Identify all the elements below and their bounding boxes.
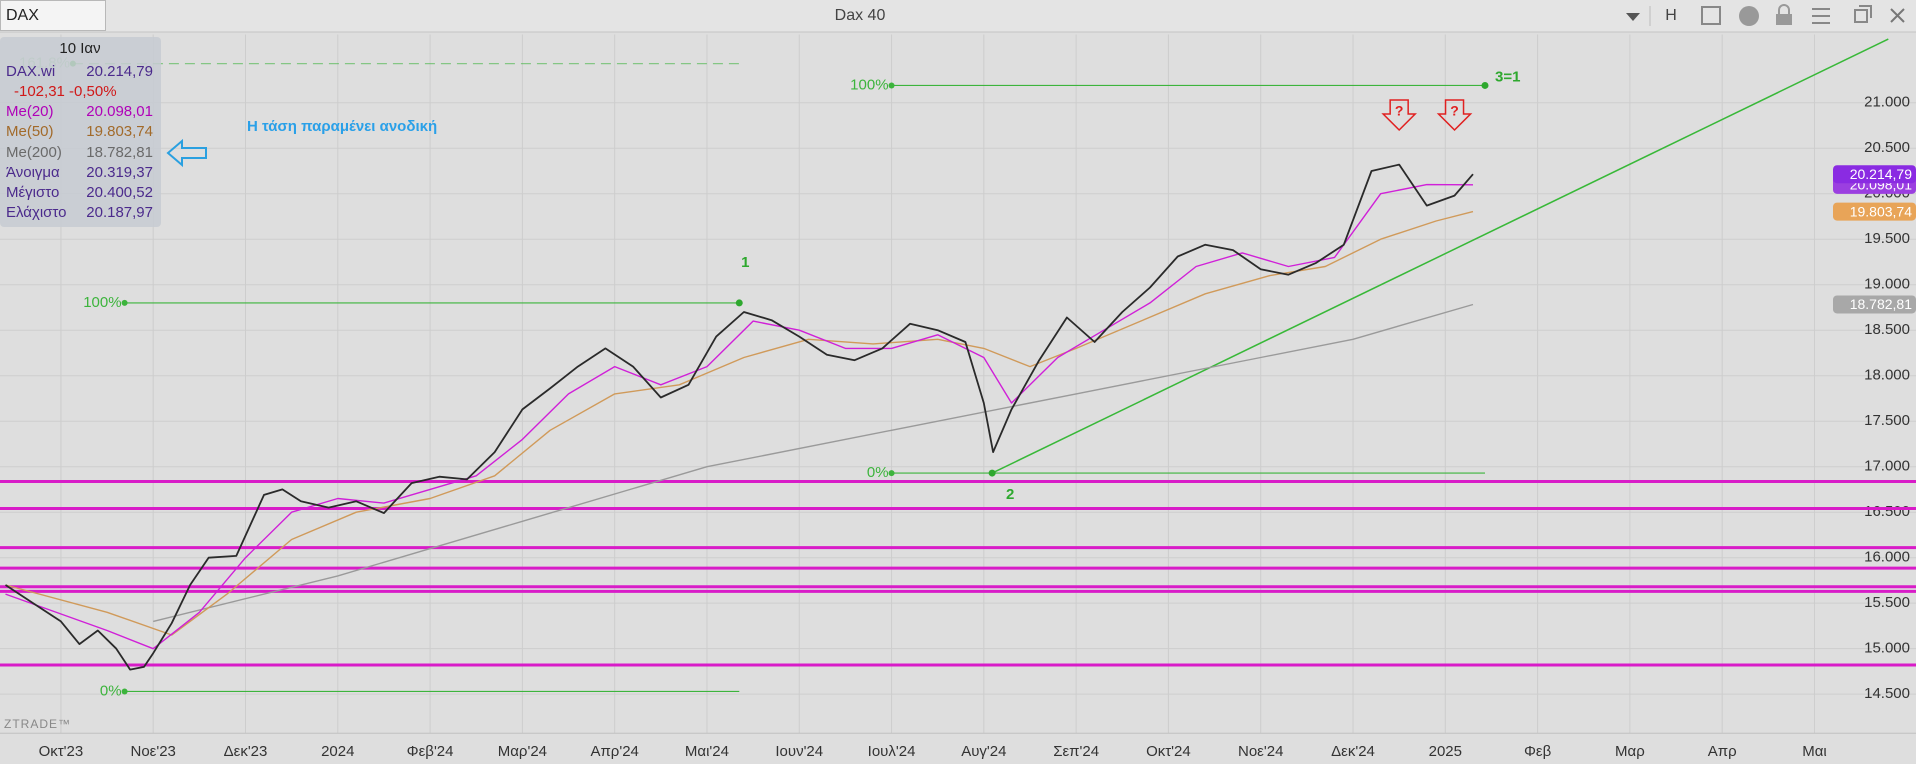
panel-value: 20.214,79 (86, 63, 153, 80)
series-line (5, 210, 1474, 636)
panel-name: Me(50) (6, 123, 54, 140)
y-tick-label: 20.500 (1864, 139, 1910, 156)
price-tag (1833, 295, 1916, 314)
y-tick-label: 17.500 (1864, 412, 1910, 429)
y-tick-label: 21.000 (1864, 94, 1910, 111)
x-tick-label: Ιουν'24 (775, 743, 823, 760)
x-tick-label: Απρ'24 (590, 743, 638, 760)
x-tick-label: Νοε'24 (1238, 743, 1283, 760)
lock-icon[interactable] (1776, 14, 1792, 25)
trendline (991, 38, 1889, 474)
symbol-input[interactable] (0, 0, 106, 31)
pivot-label: 1 (741, 254, 749, 271)
panel-value: 20.187,97 (86, 204, 153, 221)
x-tick-label: Σεπ'24 (1053, 743, 1099, 760)
symbol-text: DAX (6, 7, 39, 24)
y-tick-label: 19.500 (1864, 230, 1910, 247)
x-tick-label: Μαι (1802, 743, 1827, 760)
price-tag (1833, 202, 1916, 221)
y-tick-label: 16.500 (1864, 503, 1910, 520)
annotation-text: Η τάση παραμένει ανοδική (247, 118, 437, 135)
fib-label: 0% (100, 682, 122, 699)
price-tag-label: 20.214,79 (1850, 166, 1912, 182)
watermark: ZTRADE™ (4, 717, 71, 731)
panel-value: 20.098,01 (86, 103, 153, 120)
price-tag (1833, 165, 1916, 184)
panel-change: -102,31 -0,50% (14, 83, 117, 100)
y-tick-label: 17.000 (1864, 458, 1910, 475)
x-tick-label: Νοε'23 (130, 743, 175, 760)
menu-icon[interactable] (1812, 8, 1830, 24)
x-tick-label: Αυγ'24 (961, 743, 1006, 760)
x-tick-label: 2025 (1429, 743, 1462, 760)
pivot-point (1481, 81, 1489, 89)
warning-arrow (1436, 99, 1473, 132)
chart-title: Dax 40 (835, 7, 886, 24)
warning-text: ? (1450, 103, 1459, 119)
warning-text: ? (1395, 103, 1404, 119)
dropdown-icon[interactable] (1626, 13, 1640, 21)
fib-anchor (888, 470, 895, 477)
price-tag-label: 18.782,81 (1850, 296, 1912, 312)
y-tick-label: 18.000 (1864, 367, 1910, 384)
close-icon[interactable] (1890, 8, 1905, 23)
layout-icon[interactable] (1701, 6, 1721, 25)
x-tick-label: Μαι'24 (685, 743, 729, 760)
warning-arrow (1381, 99, 1417, 132)
fib-anchor (888, 82, 895, 89)
panel-name: Ελάχιστο (6, 204, 66, 221)
panel-value: 19.803,74 (86, 123, 153, 140)
pivot-label: 2 (1006, 486, 1014, 503)
series-line (5, 183, 1474, 650)
y-tick-label: 19.000 (1864, 276, 1910, 293)
toolbar (0, 0, 1916, 32)
info-panel (0, 37, 161, 227)
x-tick-label: Δεκ'23 (224, 743, 268, 760)
panel-value: 20.319,37 (86, 164, 153, 181)
lock-shackle (1778, 4, 1790, 14)
x-tick-label: Απρ (1708, 743, 1737, 760)
panel-name: Άνοιγμα (6, 164, 60, 181)
y-tick-label: 16.000 (1864, 549, 1910, 566)
plot: Οκτ'23 Νοε'23 Δεκ'23 2024 Φεβ'24 Μαρ'24 Απρ'24… (0, 34, 1916, 760)
y-tick-label: 15.500 (1864, 594, 1910, 611)
panel-value: 20.400,52 (86, 184, 153, 201)
pivot-point (988, 469, 996, 477)
x-tick-label: Μαρ (1615, 743, 1645, 760)
panel-value: 18.782,81 (86, 144, 153, 161)
price-tag-label: 19.803,74 (1850, 203, 1912, 219)
fib-label: 0% (867, 464, 889, 481)
arrow-annotation (166, 138, 207, 168)
series-line (153, 303, 1474, 623)
x-tick-label: Ιουλ'24 (868, 743, 916, 760)
panel-name: Μέγιστο (6, 184, 59, 201)
pivot-point (735, 299, 743, 307)
fib-label: 100% (83, 294, 121, 311)
y-tick-label: 14.500 (1864, 685, 1910, 702)
x-tick-label: Μαρ'24 (498, 743, 547, 760)
x-tick-label: Οκτ'23 (39, 743, 84, 760)
fib-anchor (121, 688, 128, 695)
y-tick-label: 18.500 (1864, 321, 1910, 338)
x-tick-label: Φεβ (1524, 743, 1552, 760)
panel-name: Me(200) (6, 144, 62, 161)
y-tick-label: 15.000 (1864, 640, 1910, 657)
x-tick-label: Οκτ'24 (1146, 743, 1191, 760)
fib-label: 100% (850, 76, 888, 93)
fib-anchor (121, 299, 128, 306)
panel-name: Me(20) (6, 103, 54, 120)
x-tick-label: Φεβ'24 (407, 743, 454, 760)
x-tick-label: 2024 (321, 743, 354, 760)
x-tick-label: Δεκ'24 (1331, 743, 1375, 760)
comment-icon[interactable] (1739, 6, 1759, 26)
panel-date: 10 Ιαν (59, 40, 100, 57)
series-line (5, 163, 1474, 671)
restore-icon[interactable] (1854, 5, 1872, 23)
pivot-label: 3=1 (1495, 68, 1520, 85)
panel-name: DAX.wi (6, 63, 55, 80)
interval-button[interactable]: H (1665, 7, 1677, 24)
